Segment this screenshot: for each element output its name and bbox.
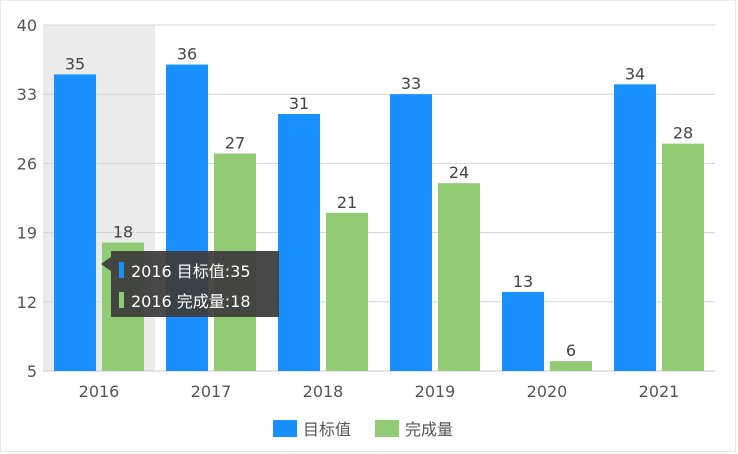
y-tick-label: 40 xyxy=(17,16,37,35)
legend-label: 目标值 xyxy=(303,420,351,439)
bar-target xyxy=(502,291,544,371)
bar-completed xyxy=(326,212,368,371)
data-label: 21 xyxy=(337,193,357,212)
legend-label: 完成量 xyxy=(405,420,453,439)
x-tick-label: 2019 xyxy=(415,382,456,401)
data-label: 27 xyxy=(225,134,245,153)
bar-completed xyxy=(662,143,704,371)
tooltip-pointer xyxy=(101,257,111,271)
data-label: 31 xyxy=(289,94,309,113)
bar-completed xyxy=(438,183,480,371)
legend-swatch xyxy=(273,420,297,437)
bar-completed xyxy=(550,361,592,371)
y-tick-label: 19 xyxy=(17,224,37,243)
bar-target xyxy=(390,94,432,371)
bar-target xyxy=(614,84,656,372)
data-label: 24 xyxy=(449,163,469,182)
x-tick-label: 2021 xyxy=(639,382,680,401)
data-label: 13 xyxy=(513,272,533,291)
x-tick-label: 2018 xyxy=(303,382,344,401)
tooltip-swatch xyxy=(119,292,124,308)
y-tick-label: 12 xyxy=(17,293,37,312)
data-label: 18 xyxy=(113,222,133,241)
data-label: 33 xyxy=(401,74,421,93)
data-label: 28 xyxy=(673,124,693,143)
y-tick-label: 5 xyxy=(27,362,37,381)
x-tick-label: 2020 xyxy=(527,382,568,401)
x-tick-label: 2017 xyxy=(191,382,232,401)
data-label: 34 xyxy=(625,64,645,83)
tooltip-line: 2016 目标值:35 xyxy=(131,262,251,281)
data-label: 6 xyxy=(566,341,576,360)
data-label: 36 xyxy=(177,45,197,64)
tooltip-swatch xyxy=(119,262,124,278)
y-tick-label: 33 xyxy=(17,85,37,104)
data-label: 35 xyxy=(65,54,85,73)
tooltip-line: 2016 完成量:18 xyxy=(131,292,251,311)
bar-target xyxy=(278,113,320,371)
tooltip-box xyxy=(111,251,279,317)
bar-target xyxy=(166,64,208,372)
y-tick-label: 26 xyxy=(17,154,37,173)
legend-swatch xyxy=(375,420,399,437)
x-tick-label: 2016 xyxy=(79,382,120,401)
bar-target xyxy=(54,74,96,371)
